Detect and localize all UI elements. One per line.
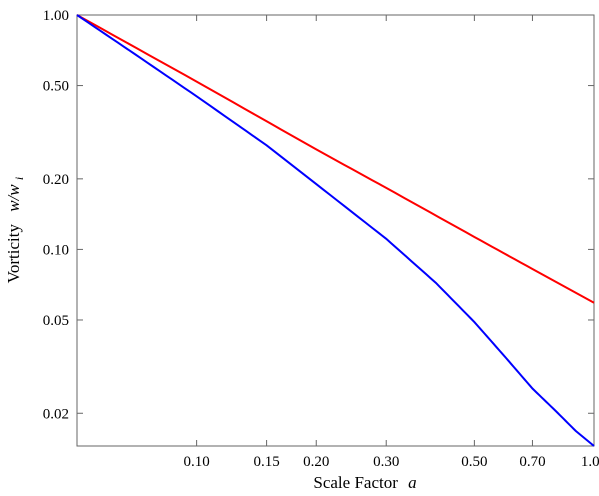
- x-tick-label: 0.15: [253, 454, 279, 470]
- series-line-2: [76, 14, 595, 447]
- y-axis-label-text: Vorticity: [4, 224, 23, 284]
- y-axis-label: Vorticity w/w i: [4, 177, 26, 283]
- y-tick-label: 0.02: [43, 406, 69, 422]
- x-tick-label: 0.20: [303, 454, 329, 470]
- x-tick-label: 0.30: [373, 454, 399, 470]
- x-axis-label: Scale Factor a: [313, 473, 416, 492]
- x-tick-label: 1.00: [581, 454, 599, 470]
- x-tick-label: 0.10: [183, 454, 209, 470]
- y-axis-label-variable: w/w: [4, 184, 23, 212]
- x-axis-label-variable: a: [408, 473, 417, 492]
- y-tick-label: 0.20: [43, 172, 69, 188]
- y-axis-ticks: 1.00 0.50 0.20 0.10 0.05 0.02: [43, 8, 594, 422]
- y-tick-label: 0.50: [43, 79, 69, 95]
- y-tick-label: 1.00: [43, 8, 69, 24]
- series-layer: [76, 14, 595, 447]
- plot-frame: [76, 14, 595, 447]
- series-line-1: [76, 14, 595, 304]
- y-tick-label: 0.05: [43, 313, 69, 329]
- x-axis-label-text: Scale Factor: [313, 473, 398, 492]
- y-axis-label-subscript: i: [12, 177, 26, 180]
- x-tick-label: 0.70: [519, 454, 545, 470]
- x-tick-label: 0.50: [461, 454, 487, 470]
- y-tick-label: 0.10: [43, 242, 69, 258]
- x-axis-ticks: 0.10 0.15 0.20 0.30 0.50 0.70 1.00: [183, 15, 599, 470]
